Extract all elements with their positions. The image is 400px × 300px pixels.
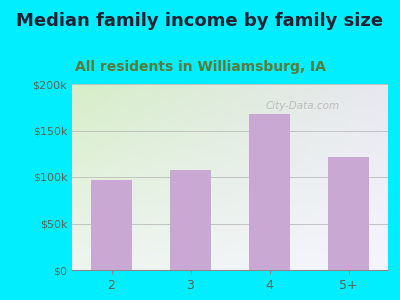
Bar [91,180,132,270]
Bar [249,114,290,270]
Bar [328,157,369,270]
Text: City-Data.com: City-Data.com [266,101,340,111]
Bar [170,169,211,270]
Text: All residents in Williamsburg, IA: All residents in Williamsburg, IA [74,60,326,74]
Text: Median family income by family size: Median family income by family size [16,12,384,30]
